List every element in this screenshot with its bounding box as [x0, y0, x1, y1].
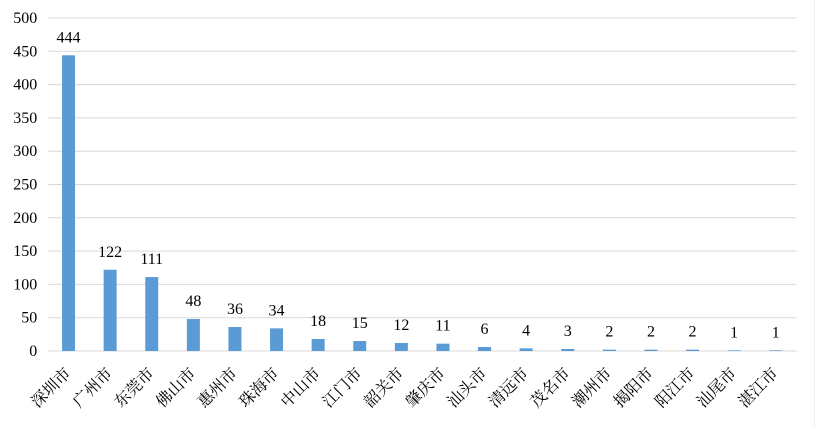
svg-text:1: 1 [730, 324, 738, 341]
svg-text:12: 12 [393, 317, 409, 334]
svg-text:36: 36 [227, 301, 243, 318]
svg-text:500: 500 [13, 10, 37, 27]
svg-text:18: 18 [310, 313, 326, 330]
svg-text:250: 250 [13, 177, 37, 194]
svg-text:48: 48 [185, 293, 201, 310]
svg-text:11: 11 [435, 318, 450, 335]
svg-text:111: 111 [140, 251, 163, 268]
svg-text:34: 34 [269, 302, 285, 319]
svg-text:15: 15 [352, 315, 368, 332]
svg-text:2: 2 [689, 324, 697, 341]
svg-text:444: 444 [57, 29, 81, 46]
svg-text:450: 450 [13, 43, 37, 60]
svg-text:200: 200 [13, 210, 37, 227]
svg-text:300: 300 [13, 143, 37, 160]
svg-text:350: 350 [13, 110, 37, 127]
svg-text:150: 150 [13, 243, 37, 260]
svg-text:100: 100 [13, 276, 37, 293]
svg-text:3: 3 [564, 323, 572, 340]
svg-text:6: 6 [481, 321, 489, 338]
svg-text:2: 2 [605, 324, 613, 341]
svg-text:122: 122 [98, 244, 122, 261]
svg-text:4: 4 [522, 322, 530, 339]
svg-text:0: 0 [29, 343, 37, 360]
svg-text:50: 50 [21, 310, 37, 327]
svg-text:400: 400 [13, 77, 37, 94]
svg-text:1: 1 [772, 324, 780, 341]
svg-text:2: 2 [647, 324, 655, 341]
